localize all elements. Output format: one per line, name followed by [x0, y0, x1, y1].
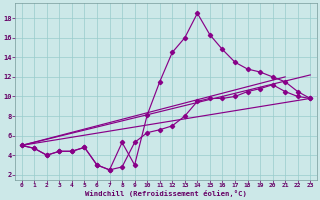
X-axis label: Windchill (Refroidissement éolien,°C): Windchill (Refroidissement éolien,°C): [85, 190, 247, 197]
